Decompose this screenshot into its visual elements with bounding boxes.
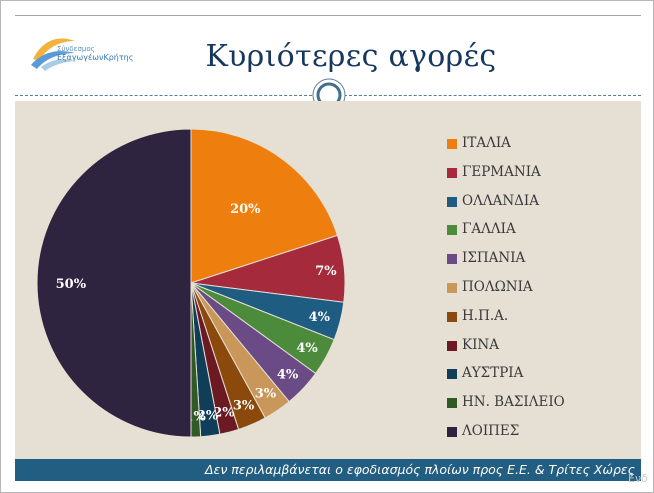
legend-label: ΛΟΙΠΕΣ — [462, 423, 520, 439]
legend-swatch — [447, 427, 457, 437]
chart-area: 20% 7% 4% 4% 4% 3% 3% 2% 2% 1% 50% ΙΤΑΛΙΑ ΓΕΡΜΑΝΙΑ Ο… — [15, 101, 641, 459]
logo-icon — [31, 38, 75, 71]
footer-bar: Δεν περιλαμβάνεται ο εφοδιασμός πλοίων π… — [15, 459, 641, 481]
legend-label: Η.Π.Α. — [462, 307, 509, 324]
legend-swatch — [447, 398, 457, 409]
pie-data-label-11: 50% — [56, 277, 87, 292]
pie-data-label-3: 4% — [309, 310, 331, 325]
pie-slice-11 — [36, 128, 192, 438]
pie-data-label-8: 2% — [213, 405, 235, 420]
pie-data-label-5: 4% — [277, 368, 299, 383]
logo-text-line1: Σύνδεσμος — [57, 45, 95, 53]
pie-slice-1 — [190, 128, 339, 284]
logo-text-line2: ΕξαγωγέωνΚρήτης — [57, 53, 134, 62]
legend-label: ΙΤΑΛΙΑ — [462, 135, 511, 151]
legend-swatch — [447, 283, 457, 293]
pie-data-label-6: 3% — [255, 387, 277, 402]
page-mark: Ενδ — [628, 472, 648, 485]
top-divider — [15, 15, 641, 16]
footer-note: Δεν περιλαμβάνεται ο εφοδιασμός πλοίων π… — [205, 462, 635, 477]
legend-label: ΗΝ. ΒΑΣΙΛΕΙΟ — [462, 394, 565, 411]
legend-swatch — [447, 254, 457, 265]
pie-data-label-4: 4% — [296, 341, 318, 356]
pie-data-label-1: 20% — [230, 202, 261, 217]
legend-swatch — [447, 139, 457, 149]
legend-label: ΑΥΣΤΡΙΑ — [462, 365, 524, 382]
legend-label: ΟΛΛΑΝΔΙΑ — [462, 192, 539, 209]
legend-label: ΙΣΠΑΝΙΑ — [462, 250, 526, 267]
legend-swatch — [447, 311, 457, 322]
legend-label: ΚΙΝΑ — [462, 336, 499, 353]
legend-swatch — [447, 225, 457, 236]
slide-title: Κυριότερες αγορές — [205, 39, 497, 74]
legend-swatch — [447, 196, 457, 207]
legend-label: ΓΑΛΛΙΑ — [462, 221, 516, 238]
pie-chart: 20%7%4%4%4%3%3%2%2%1%50% — [36, 128, 346, 438]
pie-data-label-7: 3% — [233, 399, 255, 414]
pie-data-label-2: 7% — [315, 264, 337, 279]
legend-swatch — [447, 340, 457, 351]
pie-data-label-9: 2% — [197, 408, 219, 423]
legend-label: ΓΕΡΜΑΝΙΑ — [462, 163, 541, 180]
legend-swatch — [447, 167, 457, 178]
legend-label: ΠΟΛΩΝΙΑ — [462, 279, 533, 295]
legend-swatch — [447, 369, 457, 380]
